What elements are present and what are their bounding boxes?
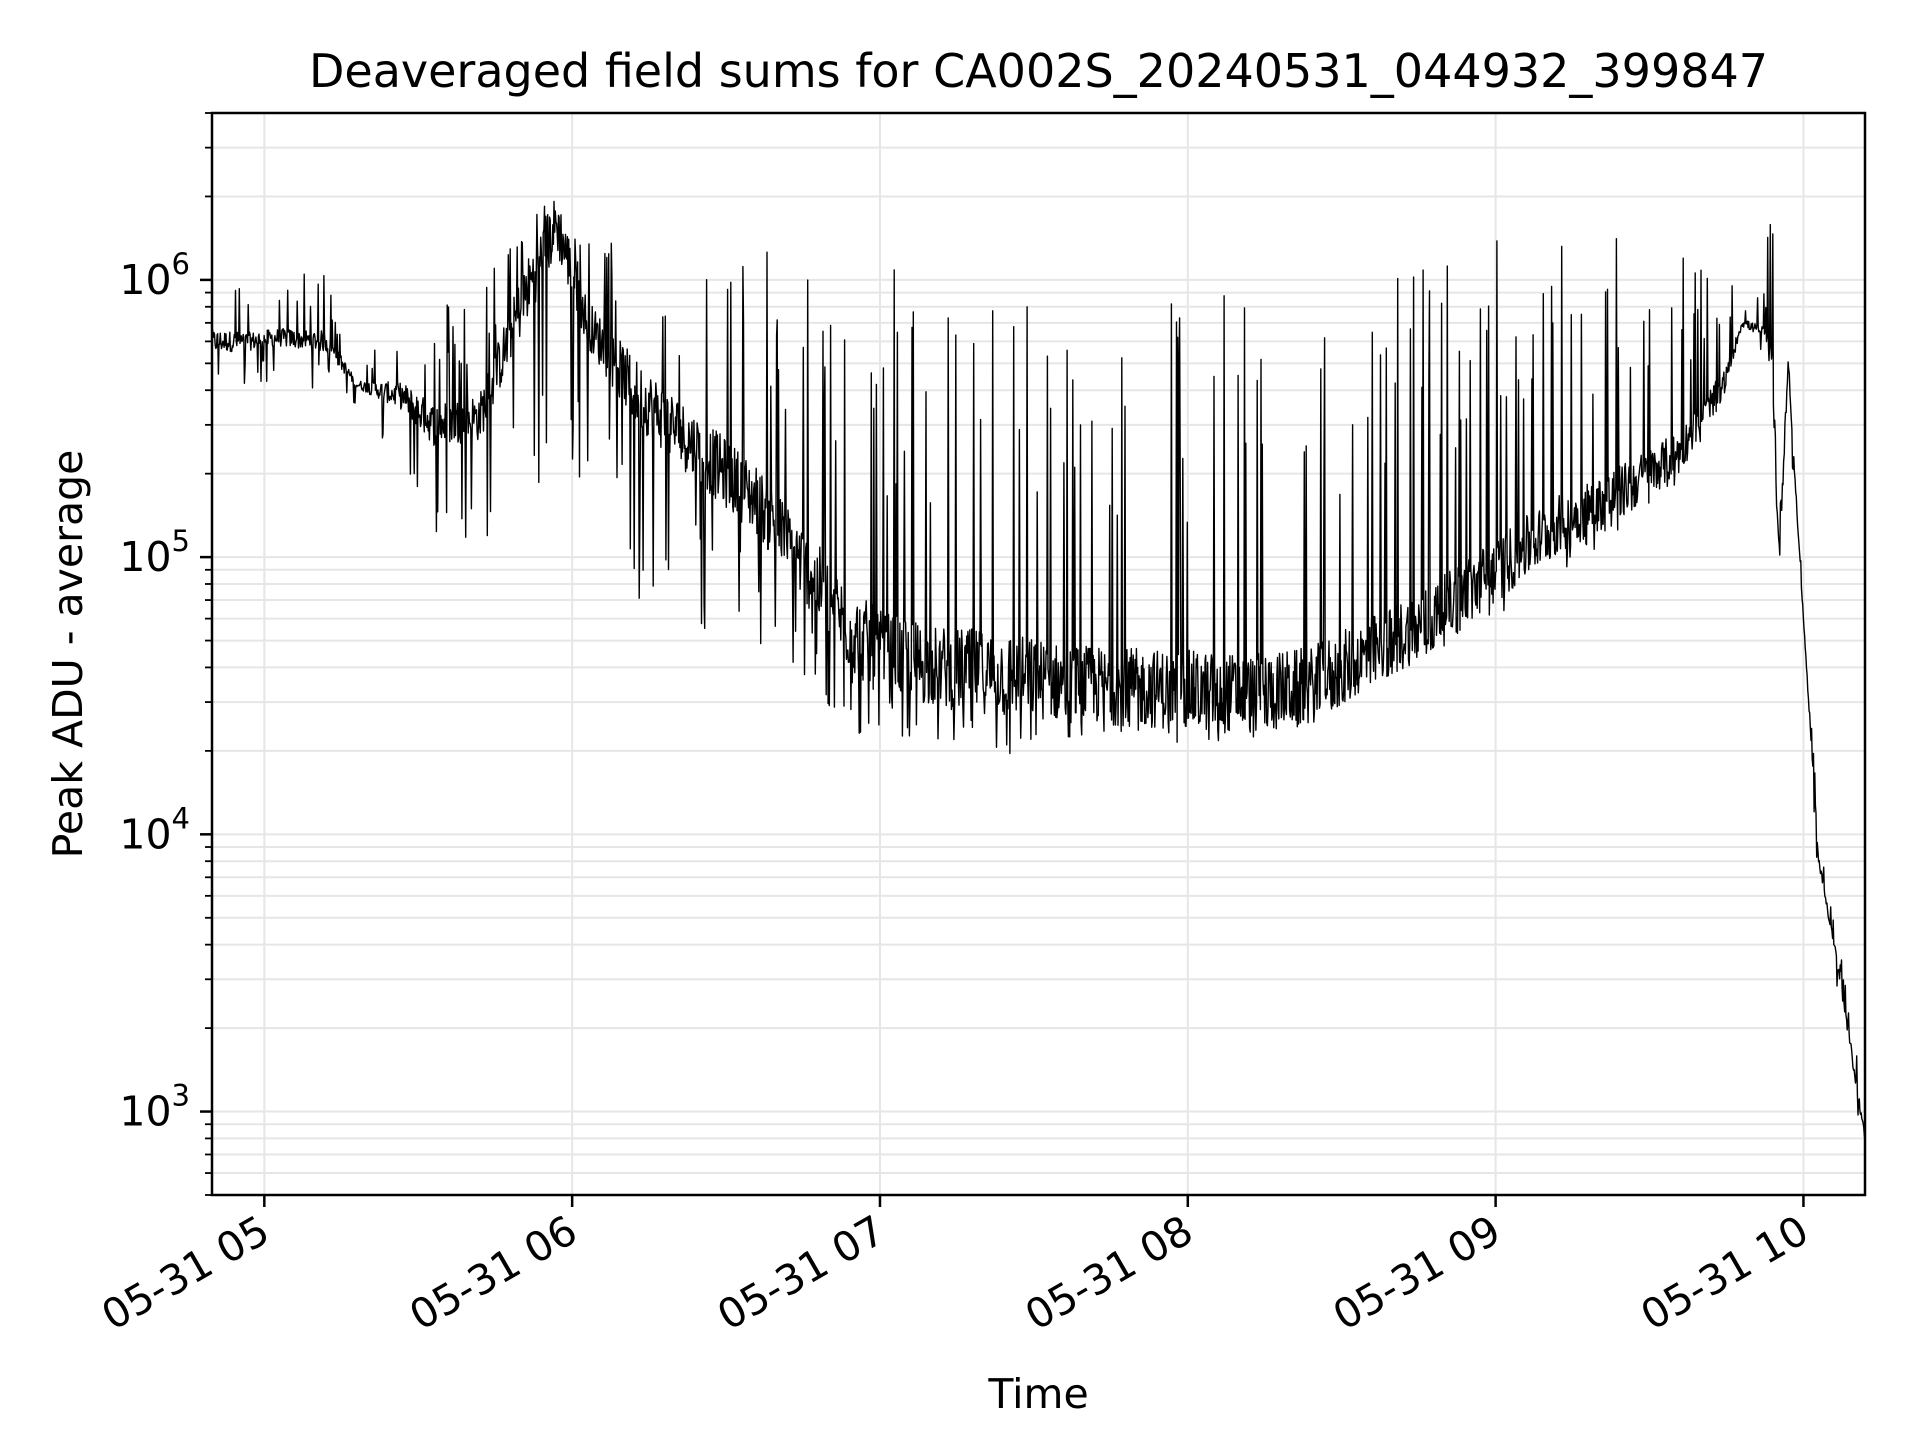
grid-layer [212,112,1865,1196]
y-tick-label: 104 [119,801,190,858]
y-axis-label: Peak ADU - average [44,450,92,859]
plot-area [211,200,1866,1138]
x-axis-label: Time [987,1370,1088,1418]
chart-title: Deaveraged field sums for CA002S_2024053… [309,44,1768,98]
series-line [211,200,1866,1138]
plot-frame [210,111,1867,1197]
y-tick-label: 106 [119,247,190,304]
y-tick-label: 105 [119,524,190,581]
y-tick-label: 103 [119,1079,190,1136]
